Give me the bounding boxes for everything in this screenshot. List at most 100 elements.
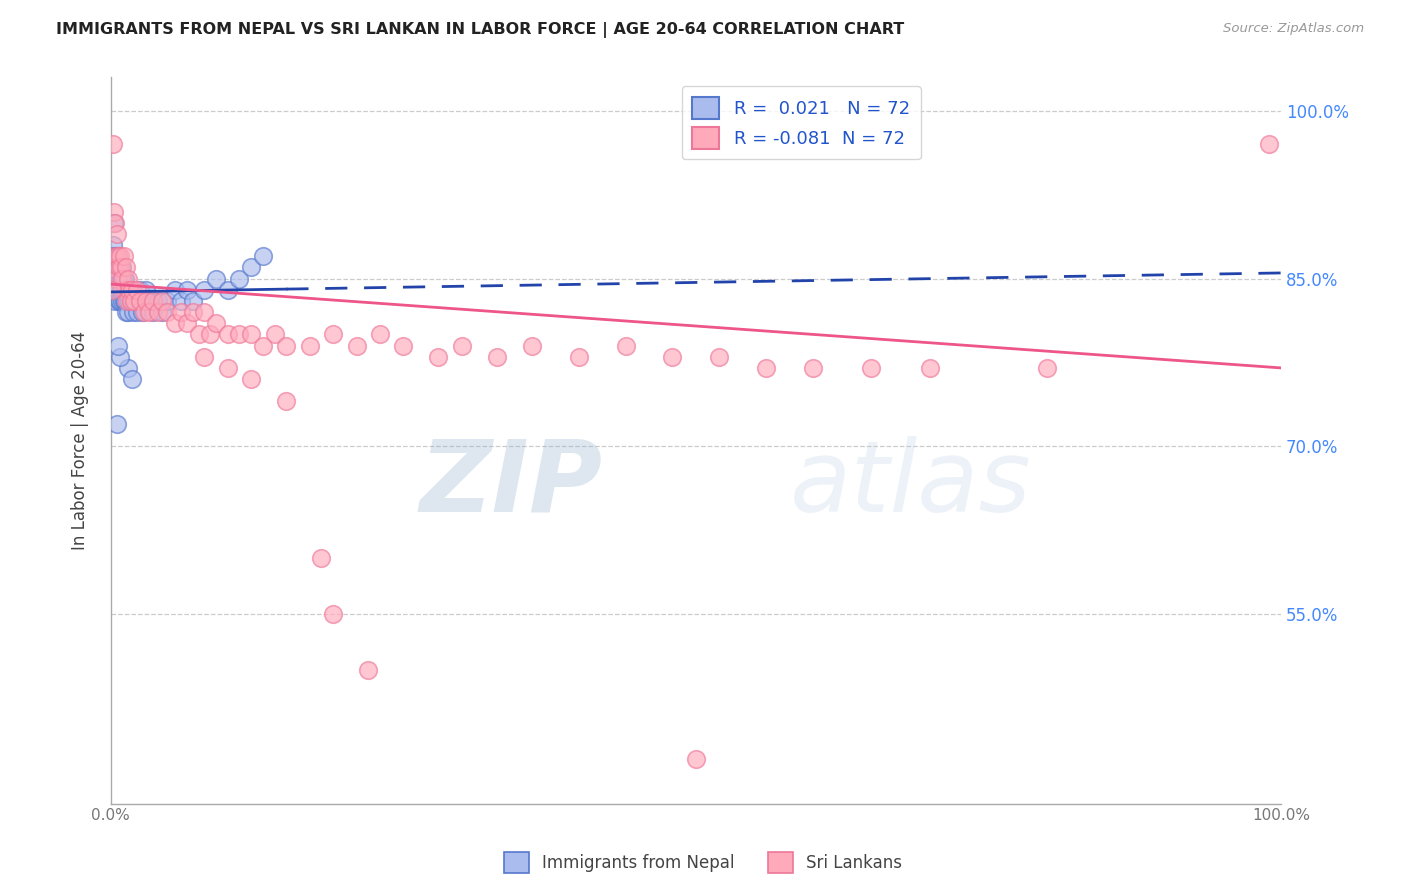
Point: [709, 350, 731, 364]
Point: [205, 316, 228, 330]
Point: [111, 260, 134, 275]
Point: [111, 293, 134, 308]
Point: [110, 283, 132, 297]
Point: [105, 249, 128, 263]
Point: [357, 663, 380, 677]
Point: [138, 293, 160, 308]
Point: [240, 327, 263, 342]
Point: [311, 550, 333, 565]
Point: [193, 350, 215, 364]
Point: [112, 249, 135, 263]
Point: [104, 260, 127, 275]
Legend: R =  0.021   N = 72, R = -0.081  N = 72: R = 0.021 N = 72, R = -0.081 N = 72: [682, 87, 921, 160]
Point: [150, 305, 173, 319]
Point: [1258, 137, 1281, 152]
Point: [217, 283, 239, 297]
Point: [105, 227, 128, 241]
Point: [104, 249, 127, 263]
Point: [120, 283, 142, 297]
Point: [108, 271, 131, 285]
Point: [112, 271, 135, 285]
Point: [105, 283, 128, 297]
Point: [101, 137, 124, 152]
Point: [115, 293, 138, 308]
Point: [392, 338, 415, 352]
Point: [108, 350, 131, 364]
Point: [122, 305, 145, 319]
Point: [142, 293, 165, 308]
Point: [111, 271, 134, 285]
Point: [121, 293, 143, 308]
Point: [101, 271, 124, 285]
Point: [181, 305, 204, 319]
Point: [115, 283, 138, 297]
Point: [176, 283, 198, 297]
Point: [103, 260, 125, 275]
Point: [368, 327, 391, 342]
Point: [228, 271, 250, 285]
Point: [129, 293, 152, 308]
Point: [156, 305, 179, 319]
Point: [150, 293, 173, 308]
Point: [118, 293, 141, 308]
Point: [228, 327, 250, 342]
Point: [200, 327, 222, 342]
Point: [108, 260, 131, 275]
Point: [187, 327, 209, 342]
Point: [101, 283, 124, 297]
Text: atlas: atlas: [790, 435, 1031, 533]
Point: [263, 327, 285, 342]
Point: [193, 305, 215, 319]
Point: [105, 271, 128, 285]
Text: Source: ZipAtlas.com: Source: ZipAtlas.com: [1223, 22, 1364, 36]
Point: [107, 338, 129, 352]
Point: [101, 260, 124, 275]
Point: [103, 260, 125, 275]
Point: [918, 360, 941, 375]
Point: [156, 293, 179, 308]
Point: [146, 293, 169, 308]
Point: [103, 216, 125, 230]
Point: [170, 293, 193, 308]
Point: [240, 372, 263, 386]
Point: [101, 260, 124, 275]
Point: [252, 249, 274, 263]
Point: [104, 293, 127, 308]
Point: [117, 305, 139, 319]
Point: [101, 283, 124, 297]
Point: [1036, 360, 1059, 375]
Point: [115, 260, 138, 275]
Point: [108, 249, 131, 263]
Point: [170, 305, 193, 319]
Point: [135, 283, 157, 297]
Point: [801, 360, 824, 375]
Point: [101, 249, 124, 263]
Text: IMMIGRANTS FROM NEPAL VS SRI LANKAN IN LABOR FORCE | AGE 20-64 CORRELATION CHART: IMMIGRANTS FROM NEPAL VS SRI LANKAN IN L…: [56, 22, 904, 38]
Point: [111, 271, 134, 285]
Point: [193, 283, 215, 297]
Point: [108, 293, 131, 308]
Point: [101, 271, 124, 285]
Point: [176, 316, 198, 330]
Point: [114, 271, 136, 285]
Point: [129, 283, 152, 297]
Point: [568, 350, 591, 364]
Point: [110, 271, 132, 285]
Point: [108, 260, 131, 275]
Point: [146, 305, 169, 319]
Point: [138, 305, 160, 319]
Point: [114, 293, 136, 308]
Point: [110, 260, 132, 275]
Point: [114, 283, 136, 297]
Point: [105, 271, 128, 285]
Point: [125, 283, 148, 297]
Point: [115, 305, 138, 319]
Point: [165, 283, 187, 297]
Point: [103, 283, 125, 297]
Point: [661, 350, 683, 364]
Point: [121, 372, 143, 386]
Point: [165, 316, 187, 330]
Point: [346, 338, 368, 352]
Point: [107, 283, 129, 297]
Legend: Immigrants from Nepal, Sri Lankans: Immigrants from Nepal, Sri Lankans: [498, 846, 908, 880]
